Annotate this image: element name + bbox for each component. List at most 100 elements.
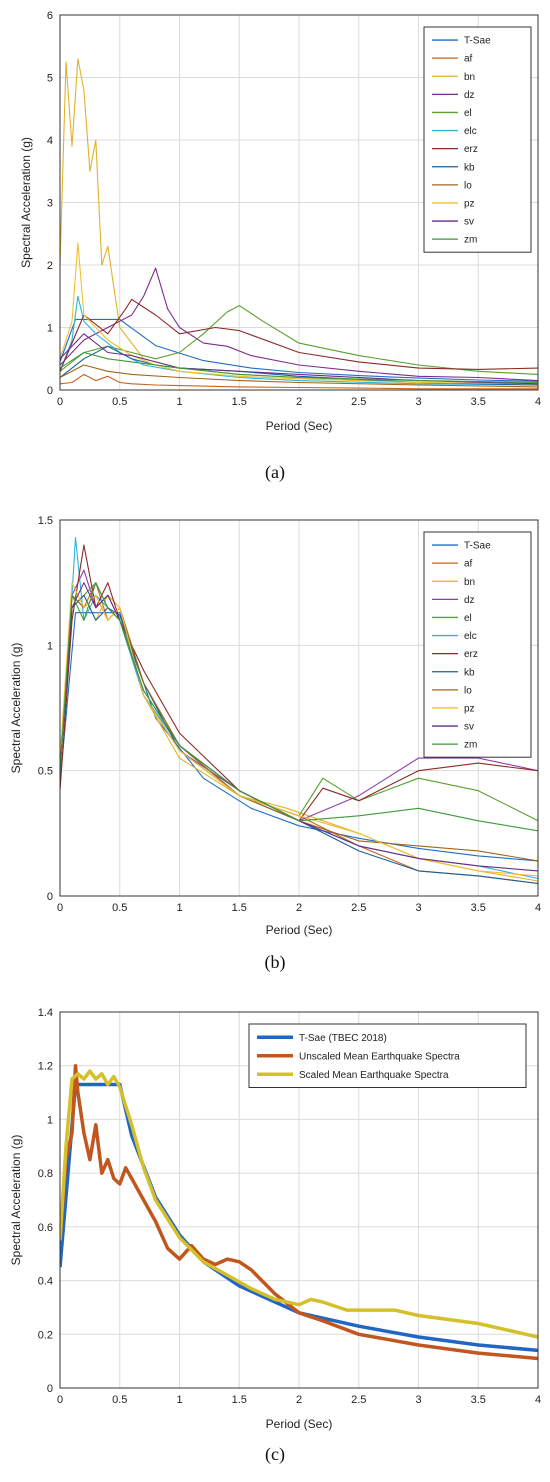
- series-line-unscaled-mean-earthquake-spectra: [60, 1063, 538, 1361]
- x-axis-label: Period (Sec): [266, 1417, 333, 1431]
- panel-caption: (b): [265, 952, 286, 973]
- x-tick-label: 1: [176, 1394, 182, 1406]
- y-axis-label: Spectral Acceleration (g): [9, 643, 23, 774]
- legend-label: lo: [464, 180, 472, 191]
- legend-label: zm: [464, 740, 477, 751]
- series-line-sv: [60, 333, 538, 385]
- x-tick-label: 3: [415, 902, 421, 914]
- y-tick-label: 1.5: [38, 515, 53, 527]
- panel-caption: (c): [265, 1444, 285, 1465]
- x-tick-label: 2: [296, 396, 302, 408]
- series-line-scaled-mean-earthquake-spectra: [60, 1069, 538, 1339]
- y-tick-label: 1: [47, 1114, 53, 1126]
- y-tick-label: 0.5: [38, 766, 53, 778]
- legend-label: el: [464, 613, 472, 624]
- x-tick-label: 2.5: [351, 1394, 366, 1406]
- series-line-t-sae: [60, 318, 538, 382]
- legend-label: erz: [464, 649, 478, 660]
- x-tick-label: 1: [176, 902, 182, 914]
- x-tick-label: 0: [57, 902, 63, 914]
- x-axis-label: Period (Sec): [266, 923, 333, 937]
- legend: T-Sae af bn dz el elc erz kb lo pz sv zm: [423, 26, 532, 253]
- x-tick-label: 0.5: [112, 396, 127, 408]
- legend-label: Unscaled Mean Earthquake Spectra: [299, 1051, 460, 1062]
- legend: T-Sae af bn dz el elc erz kb lo pz sv zm: [423, 531, 532, 758]
- legend-label: T-Sae: [464, 541, 491, 552]
- y-tick-label: 1.4: [38, 1007, 53, 1019]
- legend-label: af: [464, 559, 473, 570]
- y-tick-label: 5: [47, 73, 53, 85]
- y-axis-label: Spectral Acceleration (g): [9, 1135, 23, 1266]
- legend-label: af: [464, 54, 473, 65]
- legend-label: sv: [464, 722, 474, 733]
- legend-label: dz: [464, 595, 475, 606]
- x-tick-label: 4: [535, 396, 541, 408]
- y-tick-label: 4: [47, 135, 53, 147]
- y-tick-label: 6: [47, 10, 53, 22]
- y-tick-label: 0: [47, 385, 53, 397]
- chart-panel-3: 0 0.5 1 1.5 2 2.5 3 3.5 4 0 0.2 0.4 0.6 0.8 1 1.2 1.4 Per…: [9, 1007, 541, 1465]
- y-axis-label: Spectral Acceleration (g): [19, 137, 33, 268]
- axes-frame: [59, 1011, 539, 1389]
- y-tick-label: 0.6: [38, 1222, 53, 1234]
- x-tick-label: 0.5: [112, 902, 127, 914]
- x-tick-label: 3.5: [471, 396, 486, 408]
- panel-caption: (a): [265, 462, 285, 483]
- y-tick-label: 0.2: [38, 1329, 53, 1341]
- series-line-pz: [60, 582, 538, 877]
- series-line-af: [60, 373, 538, 390]
- series-line-erz: [60, 298, 538, 372]
- legend-label: dz: [464, 90, 475, 101]
- legend-label: elc: [464, 631, 477, 642]
- y-tick-label: 0.8: [38, 1168, 53, 1180]
- x-tick-label: 3.5: [471, 902, 486, 914]
- legend-box: [423, 26, 532, 253]
- axes-frame: [59, 14, 539, 391]
- y-tick-label: 2: [47, 260, 53, 272]
- legend-label: Scaled Mean Earthquake Spectra: [299, 1070, 449, 1081]
- x-tick-label: 1: [176, 396, 182, 408]
- y-tick-label: 1.2: [38, 1061, 53, 1073]
- x-tick-label: 3.5: [471, 1394, 486, 1406]
- chart-panel-1: 0 0.5 1 1.5 2 2.5 3 3.5 4 0 1 2 3 4 5 6 Period (Sec) Spec…: [19, 10, 541, 483]
- x-tick-label: 0: [57, 1394, 63, 1406]
- legend-label: kb: [464, 667, 475, 678]
- legend-label: T-Sae: [464, 36, 491, 47]
- legend-label: bn: [464, 72, 475, 83]
- x-axis-label: Period (Sec): [266, 419, 333, 433]
- x-tick-label: 1.5: [232, 902, 247, 914]
- y-tick-label: 3: [47, 198, 53, 210]
- y-tick-label: 1: [47, 323, 53, 335]
- legend-label: elc: [464, 126, 477, 137]
- x-tick-label: 2: [296, 902, 302, 914]
- legend-label: el: [464, 108, 472, 119]
- y-tick-label: 1: [47, 640, 53, 652]
- legend-label: T-Sae (TBEC 2018): [299, 1033, 387, 1044]
- x-tick-label: 2.5: [351, 902, 366, 914]
- legend-box: [248, 1023, 527, 1088]
- y-tick-label: 0: [47, 891, 53, 903]
- x-tick-label: 0: [57, 396, 63, 408]
- legend-label: pz: [464, 198, 475, 209]
- legend-label: bn: [464, 577, 475, 588]
- legend-label: pz: [464, 703, 475, 714]
- axes-frame: [59, 519, 539, 897]
- chart-panel-2: 0 0.5 1 1.5 2 2.5 3 3.5 4 0 0.5 1 1.5 Period (Sec) Spe…: [9, 515, 541, 973]
- legend-label: kb: [464, 162, 475, 173]
- series-line-kb: [60, 594, 538, 885]
- x-tick-label: 2.5: [351, 396, 366, 408]
- x-tick-label: 4: [535, 902, 541, 914]
- legend-label: lo: [464, 685, 472, 696]
- legend-label: erz: [464, 144, 478, 155]
- y-tick-label: 0: [47, 1383, 53, 1395]
- x-tick-label: 1.5: [232, 1394, 247, 1406]
- x-tick-label: 3: [415, 1394, 421, 1406]
- x-tick-label: 0.5: [112, 1394, 127, 1406]
- x-tick-label: 4: [535, 1394, 541, 1406]
- series-line-lo: [60, 364, 538, 388]
- series-line-zm: [60, 351, 538, 384]
- x-tick-label: 3: [415, 396, 421, 408]
- series-line-el: [60, 305, 538, 375]
